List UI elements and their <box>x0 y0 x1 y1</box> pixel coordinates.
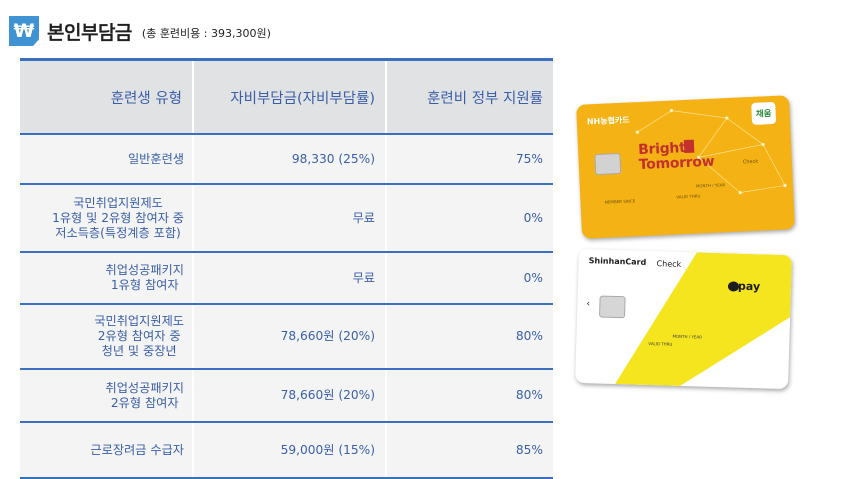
self-payment-cell: 78,660원 (20%) <box>192 369 386 423</box>
trainee-type-cell: 취업성공패키지 1유형 참여자 <box>20 252 193 305</box>
table-header-row: 훈련생 유형 자비부담금(자비부담률) 훈련비 정부 지원률 <box>20 59 553 135</box>
support-rate-cell: 0% <box>385 252 553 305</box>
section-header: ₩ 본인부담금 (총 훈련비용 : 393,300원) <box>9 14 271 48</box>
trainee-type-label: 국민취업지원제도 2유형 참여자 중 청년 및 중장년 <box>94 314 184 358</box>
won-icon: ₩ <box>9 16 39 46</box>
nh-check-card-image: NH농협카드 채움 Bright Tomorrow Check MONTH / … <box>576 95 795 239</box>
trainee-type-cell: 일반훈련생 <box>20 134 193 185</box>
table-row: 일반훈련생 98,330 (25%) 75% <box>20 134 553 185</box>
trainee-type-label: 취업성공패키지 2유형 참여자 <box>105 380 185 410</box>
support-rate-cell: 80% <box>385 369 553 423</box>
constellation-pattern <box>635 108 787 195</box>
section-title: 본인부담금 <box>47 21 132 44</box>
col-header-self-payment: 자비부담금(자비부담률) <box>192 59 386 135</box>
yellow-diagonal-band <box>615 252 792 386</box>
self-payment-cell: 78,660원 (20%) <box>192 304 386 370</box>
trainee-type-cell: 취업성공패키지 2유형 참여자 <box>20 369 193 423</box>
col-header-support-rate: 훈련비 정부 지원률 <box>385 59 553 135</box>
trainee-type-cell: 국민취업지원제도 1유형 및 2유형 참여자 중 저소득층(특정계층 포함) <box>20 184 193 253</box>
chevron-left-icon: ‹ <box>586 299 591 310</box>
table-row: 국민취업지원제도 2유형 참여자 중 청년 및 중장년 78,660원 (20%… <box>20 304 553 370</box>
card-check-label: Check <box>742 158 759 166</box>
support-rate-cell: 0% <box>385 184 553 253</box>
table-row: 근로장려금 수급자 59,000원 (15%) 85% <box>20 422 553 479</box>
card-check-label: Check <box>656 259 682 269</box>
support-rate-cell: 85% <box>385 422 553 479</box>
support-rate-cell: 80% <box>385 304 553 370</box>
trainee-type-label: 일반훈련생 <box>127 151 184 166</box>
shinhan-check-card-image: ShinhanCard Check pay ‹ MONTH / YEAR VAL… <box>575 248 792 390</box>
month-year-label: MONTH / YEAR <box>672 333 702 340</box>
card-chip-icon <box>599 295 626 319</box>
table-row: 국민취업지원제도 1유형 및 2유형 참여자 중 저소득층(특정계층 포함) 무… <box>20 184 553 253</box>
trainee-type-label: 취업성공패키지 1유형 참여자 <box>105 263 185 292</box>
trainee-type-cell: 근로장려금 수급자 <box>20 422 193 479</box>
chaeum-badge: 채움 <box>751 101 777 125</box>
valid-thru-label: VALID THRU <box>648 340 673 347</box>
col-header-trainee-type: 훈련생 유형 <box>20 59 193 135</box>
self-payment-cell: 무료 <box>192 184 386 253</box>
total-cost-note: (총 훈련비용 : 393,300원) <box>141 27 271 40</box>
trainee-type-label: 근로장려금 수급자 <box>90 442 184 457</box>
self-payment-table: 훈련생 유형 자비부담금(자비부담률) 훈련비 정부 지원률 일반훈련생 98,… <box>20 58 553 479</box>
trainee-type-cell: 국민취업지원제도 2유형 참여자 중 청년 및 중장년 <box>20 304 193 370</box>
card-chip-icon <box>594 152 622 176</box>
table-row: 취업성공패키지 2유형 참여자 78,660원 (20%) 80% <box>20 369 553 423</box>
nh-brand-logo: NH농협카드 <box>586 115 630 127</box>
shinhan-brand-logo: ShinhanCard <box>588 256 647 267</box>
self-payment-cell: 98,330 (25%) <box>192 134 386 185</box>
book-icon <box>683 139 695 154</box>
trainee-type-label: 국민취업지원제도 1유형 및 2유형 참여자 중 저소득층(특정계층 포함) <box>52 195 184 240</box>
self-payment-cell: 무료 <box>192 252 386 305</box>
table-row: 취업성공패키지 1유형 참여자 무료 0% <box>20 252 553 305</box>
support-rate-cell: 75% <box>385 134 553 185</box>
pay-logo: pay <box>737 279 761 294</box>
self-payment-cell: 59,000원 (15%) <box>192 422 386 479</box>
